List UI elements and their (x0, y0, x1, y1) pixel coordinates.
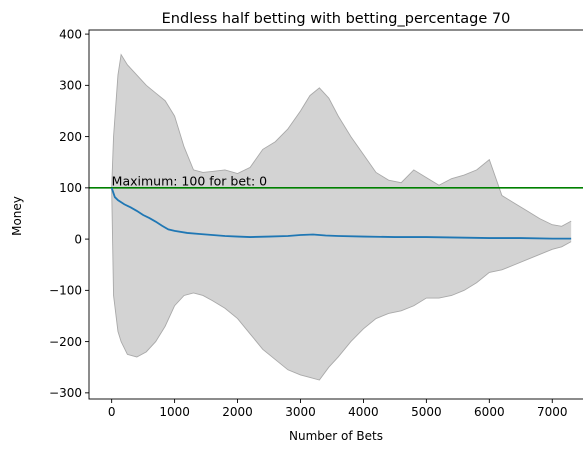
range-band (111, 54, 572, 381)
range-band-lower-edge (111, 187, 572, 381)
y-tick-label: 200 (59, 130, 82, 144)
annotation-maximum: Maximum: 100 for bet: 0 (112, 173, 267, 188)
x-axis-ticks: 0 1000 2000 3000 4000 5000 6000 7000 (108, 399, 568, 419)
x-tick-label: 2000 (222, 405, 253, 419)
y-tick-label: 100 (59, 181, 82, 195)
range-band-upper-edge (111, 53, 572, 227)
series-line (110, 187, 572, 240)
x-tick-label: 5000 (411, 405, 442, 419)
y-tick-label: −200 (49, 335, 82, 349)
x-tick-label: 3000 (285, 405, 316, 419)
x-axis-label: Number of Bets (289, 429, 383, 443)
x-tick-label: 1000 (159, 405, 190, 419)
y-tick-label: −300 (49, 386, 82, 400)
x-tick-label: 6000 (474, 405, 505, 419)
x-tick-label: 0 (108, 405, 116, 419)
y-tick-label: 300 (59, 79, 82, 93)
plot-frame (88, 29, 583, 400)
y-tick-label: 400 (59, 27, 82, 41)
x-tick-label: 7000 (537, 405, 568, 419)
y-tick-label: −100 (49, 284, 82, 298)
y-axis-ticks: −300 −200 −100 0 100 200 300 400 (49, 27, 89, 400)
chart-title: Endless half betting with betting_percen… (162, 11, 511, 27)
x-tick-label: 4000 (348, 405, 379, 419)
plot-area (89, 53, 583, 381)
y-tick-label: 0 (74, 232, 82, 246)
y-axis-label: Money (10, 196, 24, 236)
